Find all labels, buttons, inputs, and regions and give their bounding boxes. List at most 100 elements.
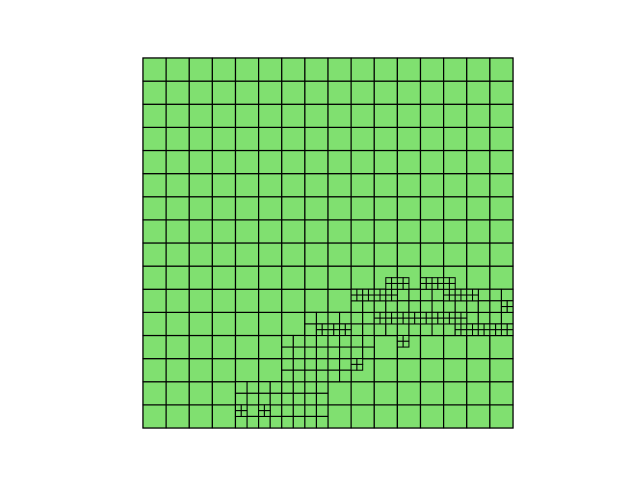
mesh-cell <box>373 334 398 360</box>
mesh-cell-refined-fine <box>339 323 346 331</box>
mesh-cell <box>373 219 398 244</box>
mesh-cell <box>165 173 190 198</box>
mesh-cell-refined-fine <box>235 404 242 412</box>
mesh-cell-refined-fine <box>373 317 381 325</box>
mesh-cell-refined-fine <box>333 323 341 331</box>
mesh-cell <box>234 265 260 290</box>
mesh-cell <box>281 57 306 82</box>
mesh-cell-refined-fine <box>315 323 323 331</box>
mesh-cell <box>327 126 352 152</box>
mesh-cell <box>188 265 213 290</box>
mesh-cell <box>419 404 445 429</box>
mesh-cell <box>350 219 375 244</box>
mesh-cell-refined <box>385 323 398 337</box>
mesh-cell-refined-fine <box>240 404 248 412</box>
mesh-cell-refined-fine <box>448 294 456 302</box>
mesh-cell-refined-fine <box>420 282 427 290</box>
mesh-cell-refined-fine <box>402 317 410 325</box>
mesh-cell <box>327 219 352 244</box>
mesh-cell-refined <box>396 300 410 313</box>
mesh-cell-refined-fine <box>460 317 468 325</box>
mesh-cell-refined <box>431 323 445 337</box>
mesh-cell-refined-fine <box>356 358 364 365</box>
adaptive-mesh <box>142 57 514 429</box>
mesh-cell <box>211 242 237 267</box>
mesh-cell <box>188 196 213 221</box>
mesh-cell-refined-fine <box>500 300 508 308</box>
mesh-cell <box>327 404 352 429</box>
mesh-cell-refined <box>419 323 433 337</box>
mesh-cell-refined-fine <box>425 277 433 284</box>
mesh-cell <box>350 80 375 105</box>
mesh-cell-refined <box>373 300 387 313</box>
mesh-cell <box>188 381 213 406</box>
mesh-cell <box>304 173 329 198</box>
mesh-cell-refined <box>339 358 352 371</box>
mesh-cell-refined <box>489 288 502 302</box>
mesh-cell <box>234 103 260 128</box>
mesh-cell <box>373 196 398 221</box>
mesh-cell-refined-fine <box>448 282 456 290</box>
mesh-cell <box>142 265 167 290</box>
mesh-cell <box>188 149 213 175</box>
mesh-cell <box>419 219 445 244</box>
mesh-cell-refined-fine <box>350 288 358 296</box>
mesh-cell-refined-fine <box>321 329 329 336</box>
mesh-cell-refined <box>269 404 283 417</box>
mesh-cell-refined-fine <box>350 358 358 365</box>
mesh-cell-refined <box>443 300 456 313</box>
mesh-cell <box>281 149 306 175</box>
mesh-cell-refined-fine <box>373 288 381 296</box>
mesh-cell <box>211 80 237 105</box>
mesh-cell-refined-fine <box>420 317 427 325</box>
mesh-cell-refined-fine <box>402 277 410 284</box>
mesh-cell <box>188 334 213 360</box>
mesh-cell-refined <box>292 358 306 371</box>
mesh-cell-refined-fine <box>454 288 462 296</box>
mesh-cell-refined <box>431 300 445 313</box>
mesh-cell <box>373 404 398 429</box>
mesh-cell-refined-fine <box>472 294 479 302</box>
mesh-cell-refined <box>281 369 294 383</box>
mesh-cell <box>211 173 237 198</box>
mesh-cell <box>327 288 352 313</box>
mesh-cell <box>489 404 514 429</box>
mesh-cell-refined <box>281 404 294 417</box>
mesh-cell <box>258 358 283 383</box>
mesh-cell-refined-fine <box>472 288 479 296</box>
mesh-cell <box>165 311 190 337</box>
mesh-cell-refined-fine <box>443 317 450 325</box>
mesh-cell-refined-fine <box>477 329 485 336</box>
mesh-cell-refined-fine <box>339 329 346 336</box>
mesh-cell-refined-fine <box>460 311 468 319</box>
mesh-cell-refined <box>339 311 352 325</box>
mesh-cell-refined-fine <box>466 294 474 302</box>
mesh-cell-refined <box>350 300 364 313</box>
mesh-cell-refined <box>408 323 422 337</box>
mesh-cell <box>188 126 213 152</box>
mesh-cell-refined <box>339 346 352 360</box>
mesh-cell-refined <box>315 311 329 325</box>
mesh-cell-refined-fine <box>460 294 468 302</box>
mesh-cell <box>165 242 190 267</box>
mesh-cell <box>188 358 213 383</box>
mesh-cell <box>489 334 514 360</box>
mesh-cell <box>304 242 329 267</box>
mesh-cell <box>211 404 237 429</box>
mesh-cell-refined <box>304 334 317 348</box>
mesh-cell <box>373 173 398 198</box>
mesh-cell <box>234 358 260 383</box>
mesh-cell <box>258 265 283 290</box>
mesh-cell-refined-fine <box>385 288 393 296</box>
mesh-cell-refined <box>315 415 329 429</box>
mesh-cell <box>258 288 283 313</box>
mesh-cell <box>234 57 260 82</box>
mesh-cell-refined <box>339 369 352 383</box>
mesh-cell-refined <box>292 346 306 360</box>
mesh-cell-refined-fine <box>466 288 474 296</box>
mesh-cell-refined-fine <box>483 323 491 331</box>
mesh-cell <box>327 80 352 105</box>
mesh-cell <box>304 57 329 82</box>
mesh-cell <box>211 196 237 221</box>
mesh-cell-refined-fine <box>391 282 398 290</box>
